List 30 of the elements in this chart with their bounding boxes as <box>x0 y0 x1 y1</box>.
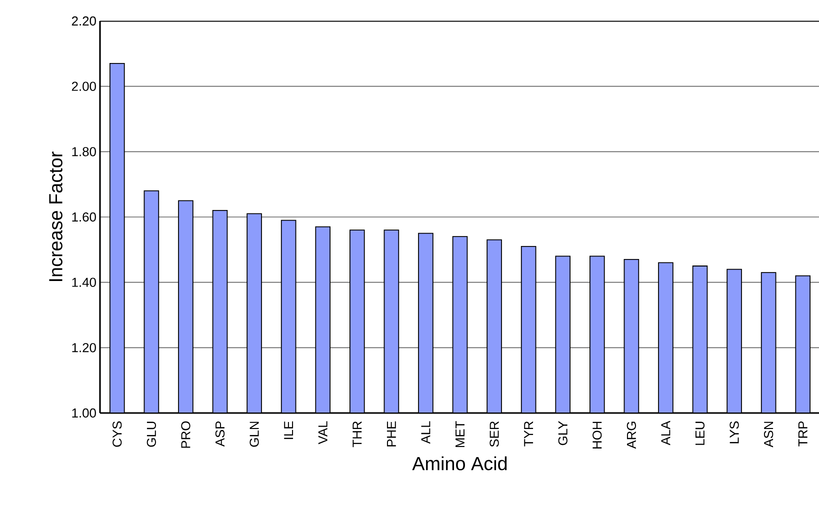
x-tick-label: ALA <box>661 420 670 446</box>
y-tick-label: 1.80 <box>72 147 96 156</box>
y-tick-label: 2.00 <box>72 82 96 91</box>
x-tick-label: ILE <box>284 421 294 440</box>
x-tick-label: MET <box>456 421 464 448</box>
y-axis-title: Increase Factor <box>49 152 62 281</box>
x-tick-label: VAL <box>318 421 328 444</box>
x-tick-label: PRO <box>181 421 190 448</box>
y-tick-label: 1.40 <box>72 278 96 287</box>
x-tick-label: LYS <box>730 421 739 444</box>
x-tick-label: ALL <box>421 421 430 444</box>
x-tick-label: ARG <box>626 422 636 449</box>
x-tick-label: TRP <box>798 421 808 446</box>
x-tick-label: LEU <box>695 422 705 445</box>
y-tick-label: 2.20 <box>72 16 96 26</box>
x-tick-label: CYS <box>112 421 122 447</box>
x-tick-label: GLY <box>558 421 568 446</box>
x-tick-label: SER <box>490 421 499 447</box>
x-tick-label: PHE <box>386 421 396 446</box>
x-tick-label: THR <box>352 421 362 448</box>
x-tick-label: HOH <box>592 422 602 448</box>
x-axis-title: Amino Acid <box>412 456 507 470</box>
y-tick-label: 1.20 <box>72 343 96 352</box>
y-tick-label: 1.00 <box>72 408 96 418</box>
x-tick-label: GLN <box>250 422 259 447</box>
y-tick-label: 1.60 <box>72 212 96 222</box>
x-tick-label: ASN <box>764 422 774 448</box>
x-tick-label: TYR <box>524 421 534 446</box>
x-tick-label: ASP <box>215 421 225 447</box>
x-tick-label: GLU <box>146 422 156 447</box>
